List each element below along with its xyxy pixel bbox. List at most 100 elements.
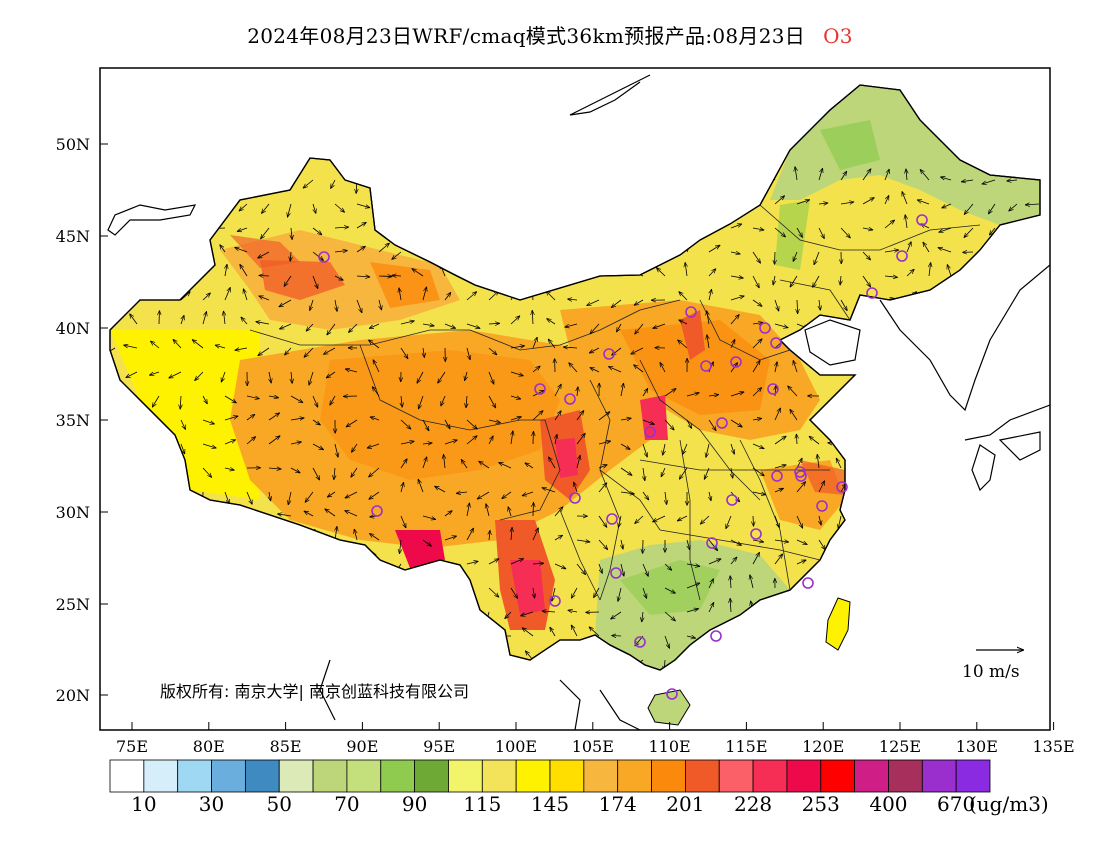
- city-marker: [770, 337, 782, 349]
- wind-arrow: [334, 443, 338, 458]
- wind-arrow: [417, 371, 424, 383]
- wind-arrow: [422, 539, 432, 546]
- wind-arrow: [752, 360, 760, 373]
- wind-arrow: [412, 268, 424, 277]
- wind-arrow: [840, 171, 847, 181]
- wind-arrow: [679, 467, 688, 479]
- wind-arrow: [399, 288, 401, 301]
- wind-arrow: [323, 347, 336, 354]
- wind-arrow: [418, 395, 424, 409]
- wind-arrow: [548, 339, 556, 349]
- wind-arrow: [312, 467, 320, 480]
- wind-arrow: [246, 414, 255, 421]
- wind-arrow: [400, 515, 407, 528]
- wind-arrow: [261, 203, 270, 214]
- wind-arrow: [502, 491, 512, 499]
- colorbar-label: 228: [734, 792, 772, 816]
- wind-arrow: [664, 563, 672, 570]
- wind-arrow: [532, 563, 544, 564]
- wind-arrow: [679, 291, 688, 301]
- wind-arrow: [642, 491, 649, 500]
- wind-arrow: [215, 345, 226, 348]
- wind-arrow: [290, 251, 291, 262]
- wind-arrow: [511, 431, 513, 445]
- wind-arrow: [796, 539, 807, 545]
- wind-arrow: [399, 539, 401, 554]
- colorbar-swatch: [244, 759, 280, 793]
- wind-arrow: [686, 393, 699, 397]
- wind-arrow: [260, 227, 270, 239]
- wind-arrow: [369, 323, 380, 328]
- wind-arrow: [573, 482, 578, 493]
- wind-arrow: [202, 293, 211, 301]
- wind-arrow: [940, 177, 952, 181]
- lat-tick-label: 30N: [56, 503, 90, 522]
- colorbar-label: 10: [131, 792, 156, 816]
- wind-arrow: [598, 412, 610, 421]
- colorbar-swatch: [651, 759, 686, 793]
- wind-arrow: [664, 388, 676, 397]
- city-marker: [802, 577, 814, 589]
- wind-arrow: [520, 611, 534, 616]
- lon-tick-label: 75E: [116, 737, 148, 756]
- wind-arrow: [392, 251, 402, 260]
- city-marker: [706, 537, 718, 549]
- city-marker: [836, 481, 848, 493]
- wind-arrow: [505, 611, 512, 619]
- wind-arrow: [303, 179, 314, 188]
- wind-arrow: [753, 515, 754, 526]
- wind-arrow: [466, 395, 467, 408]
- wind-arrow: [788, 386, 798, 397]
- wind-arrow: [510, 346, 525, 348]
- wind-arrow: [642, 587, 647, 599]
- wind-arrow: [401, 482, 404, 493]
- wind-arrow: [862, 197, 874, 205]
- wind-arrow: [510, 558, 524, 565]
- wind-arrow: [707, 311, 709, 325]
- wind-arrow: [400, 459, 407, 469]
- wind-arrow: [169, 371, 182, 378]
- wind-arrow: [489, 530, 490, 541]
- wind-scale-label: 10 m/s: [962, 662, 1020, 682]
- taiwan-island: [825, 597, 851, 651]
- wind-arrow: [663, 443, 665, 455]
- wind-arrow: [306, 323, 314, 331]
- lon-tick-label: 95E: [423, 737, 455, 756]
- wind-arrow: [818, 539, 825, 550]
- wind-arrow: [920, 169, 930, 181]
- wind-arrow: [488, 559, 499, 565]
- wind-arrow: [660, 362, 666, 373]
- wind-arrow: [510, 371, 524, 376]
- wind-arrow: [686, 419, 692, 429]
- wind-arrow: [378, 243, 390, 253]
- wind-arrow: [571, 587, 578, 598]
- lat-tick-label: 50N: [56, 135, 90, 154]
- wind-arrow: [525, 651, 534, 661]
- wind-arrow: [686, 636, 696, 638]
- wind-arrow: [790, 409, 798, 421]
- lon-tick-label: 110E: [648, 737, 690, 756]
- wind-arrow: [422, 419, 429, 431]
- wind-arrow: [796, 434, 797, 445]
- wind-arrow: [269, 371, 271, 383]
- wind-arrow: [284, 275, 292, 287]
- wind-arrow: [123, 345, 138, 349]
- wind-arrow: [752, 323, 763, 324]
- colorbar-swatch: [820, 759, 856, 793]
- wind-arrow: [466, 419, 477, 429]
- city-marker: [603, 348, 615, 360]
- lon-tick-label: 105E: [572, 737, 614, 756]
- city-marker: [771, 470, 783, 482]
- wind-arrow: [809, 436, 820, 445]
- wind-arrow: [677, 340, 688, 349]
- colorbar-label: 90: [402, 792, 427, 816]
- wind-arrow: [378, 276, 392, 277]
- colorbar-swatch: [177, 759, 212, 793]
- wind-arrow: [610, 611, 622, 619]
- wind-arrow: [929, 262, 931, 277]
- wind-arrow: [725, 515, 732, 529]
- wind-arrow: [793, 360, 798, 373]
- city-marker: [816, 500, 828, 512]
- wind-arrow: [400, 441, 414, 445]
- wind-arrow: [334, 467, 335, 480]
